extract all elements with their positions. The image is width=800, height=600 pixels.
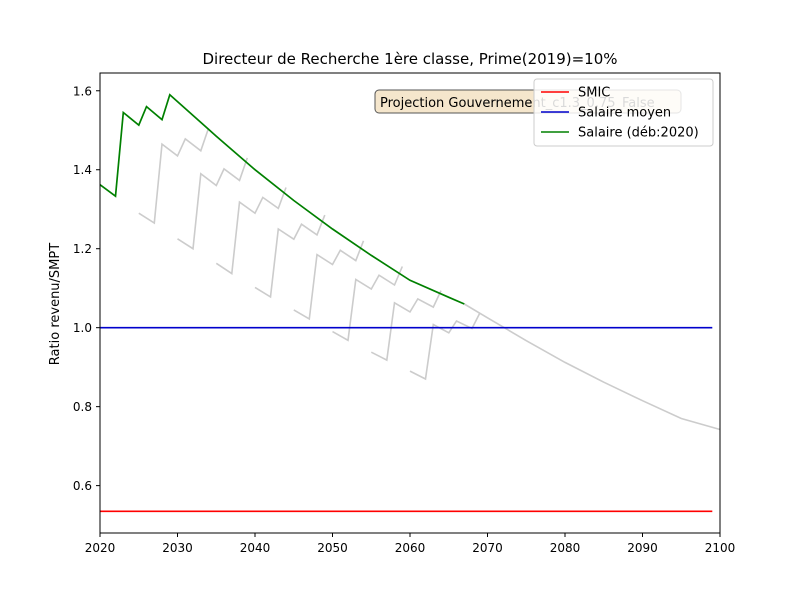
chart-title: Directeur de Recherche 1ère classe, Prim… — [203, 50, 618, 68]
x-axis-ticks: 2020 2030 2040 2050 2060 2070 2080 2090 2100 — [85, 533, 736, 555]
salaire-deb-2020-line — [99, 93, 465, 305]
cohort-line-9 — [463, 303, 721, 431]
legend-label-smic: SMIC — [578, 86, 610, 101]
legend-label-salaire-deb-2020: Salaire (déb:2020) — [578, 126, 699, 141]
y-tick-label: 0.6 — [73, 479, 92, 493]
y-tick-label: 1.2 — [73, 242, 92, 256]
x-tick-label: 2100 — [705, 541, 736, 555]
cohort-line-1 — [138, 128, 210, 225]
x-tick-label: 2070 — [472, 541, 503, 555]
y-tick-label: 0.8 — [73, 400, 92, 414]
y-tick-label: 1.0 — [73, 321, 92, 335]
x-tick-label: 2030 — [162, 541, 193, 555]
cohort-line-7 — [370, 290, 442, 362]
x-tick-label: 2050 — [317, 541, 348, 555]
cohort-line-4 — [254, 214, 326, 299]
legend-label-salaire-moyen: Salaire moyen — [578, 106, 671, 121]
cohort-line-5 — [293, 240, 365, 321]
cohort-line-8 — [409, 312, 481, 381]
legend: SMIC Salaire moyen Salaire (déb:2020) — [533, 78, 714, 147]
series-lines — [99, 93, 713, 513]
y-tick-label: 1.6 — [73, 84, 92, 98]
legend-frame — [533, 78, 714, 147]
cohort-line-3 — [215, 187, 287, 275]
x-tick-label: 2080 — [550, 541, 581, 555]
y-tick-label: 1.4 — [73, 163, 92, 177]
x-tick-label: 2060 — [395, 541, 426, 555]
cohort-line-6 — [332, 266, 404, 342]
y-axis-ticks: 0.6 0.8 1.0 1.2 1.4 1.6 — [73, 84, 100, 493]
x-tick-label: 2040 — [240, 541, 271, 555]
cohort-line-2 — [177, 157, 249, 251]
cohort-lines — [138, 128, 721, 431]
x-tick-label: 2020 — [85, 541, 116, 555]
x-tick-label: 2090 — [627, 541, 658, 555]
y-axis-label: Ratio revenu/SMPT — [48, 243, 63, 365]
